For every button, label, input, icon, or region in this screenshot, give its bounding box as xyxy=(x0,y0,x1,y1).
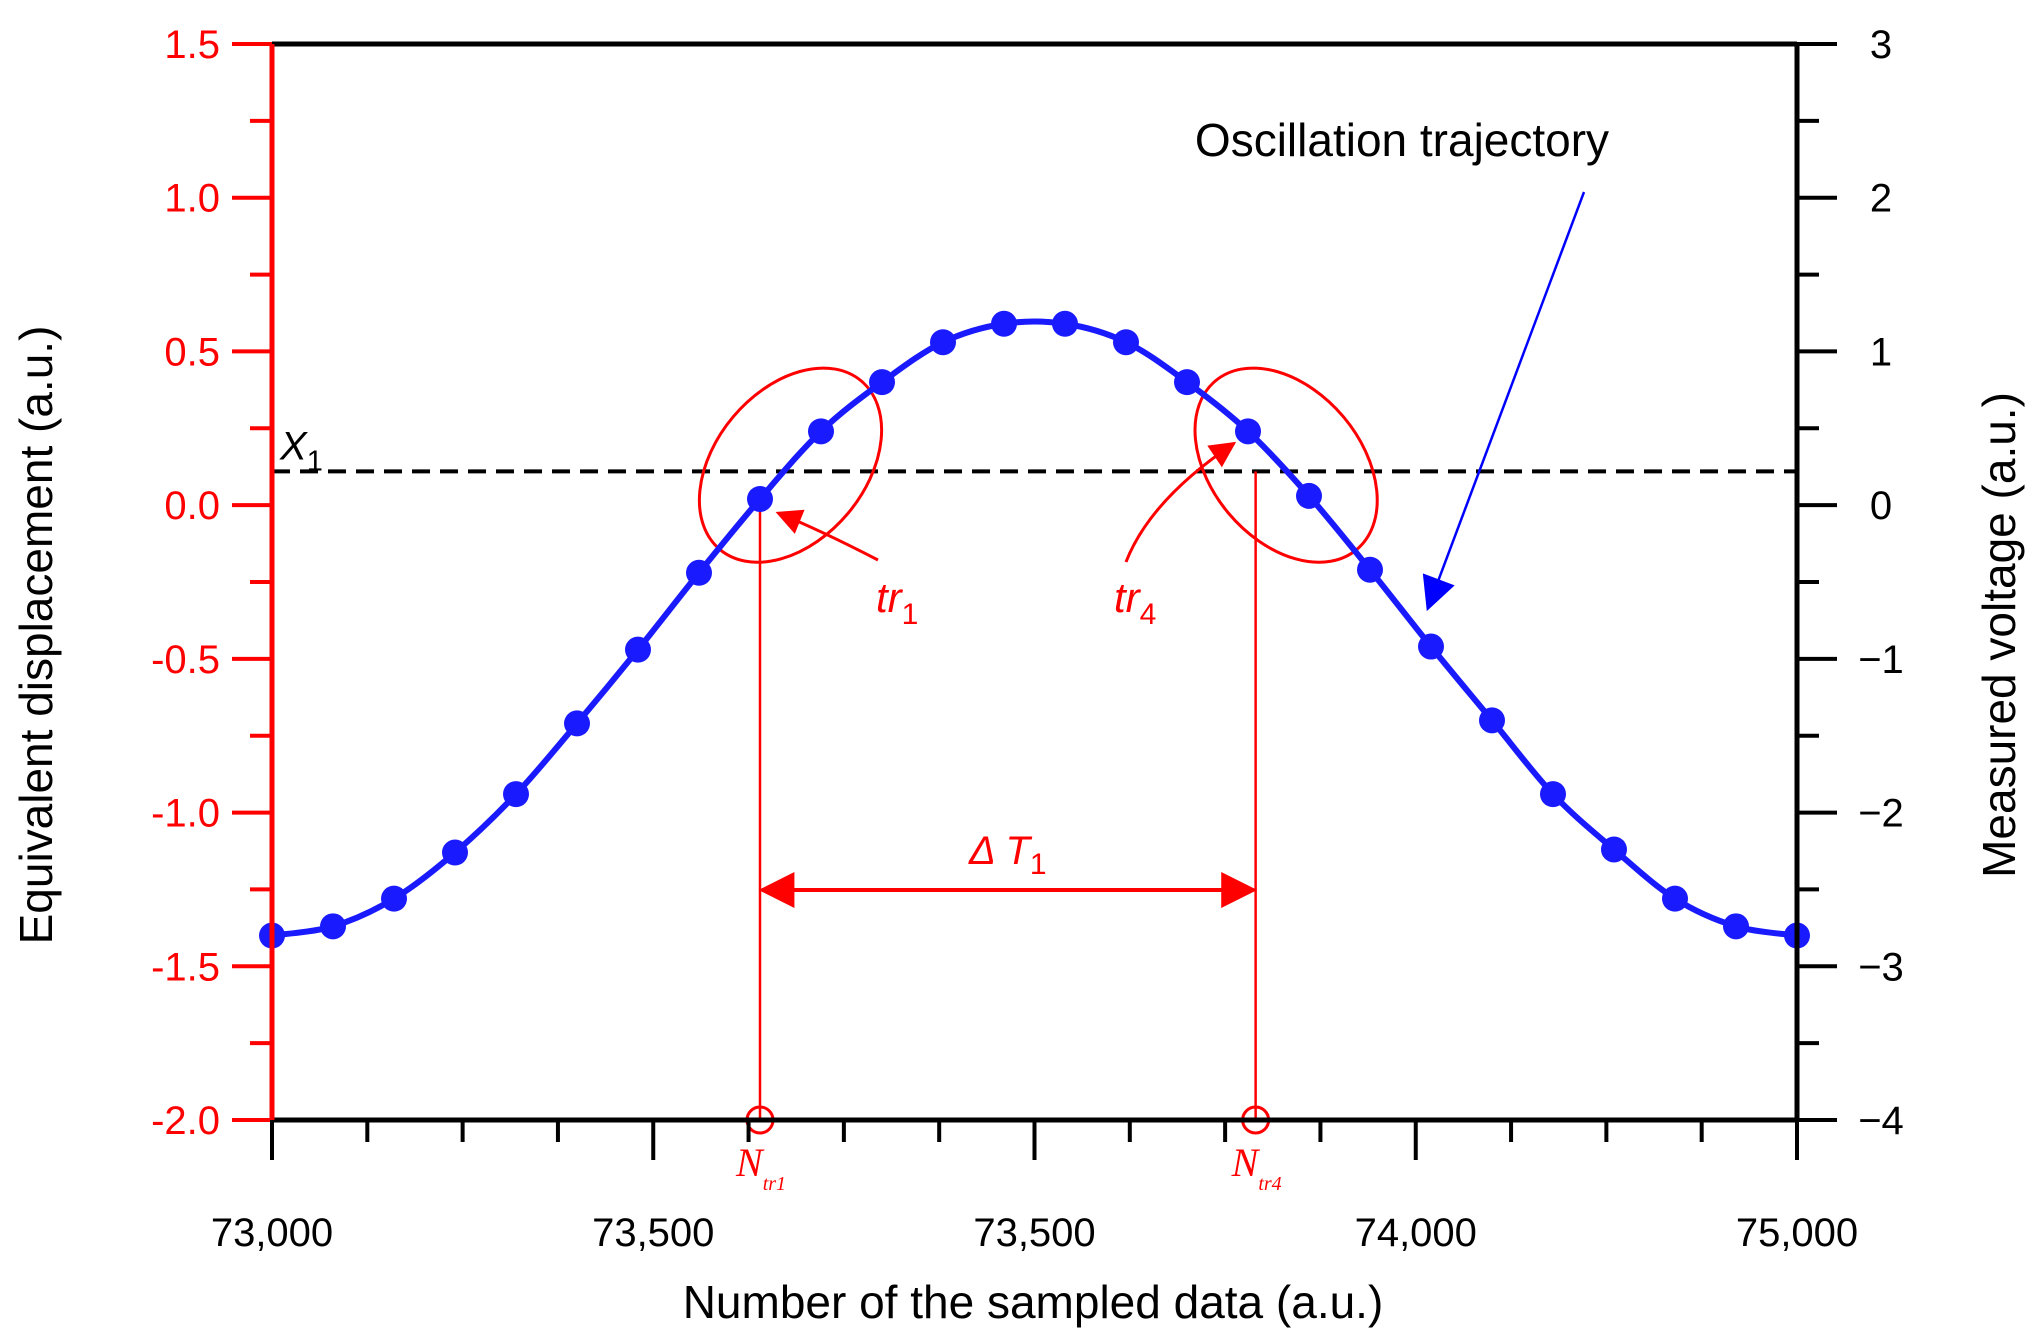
data-point xyxy=(1601,836,1627,863)
data-point xyxy=(1052,310,1078,337)
data-point xyxy=(1662,885,1688,912)
y-left-tick-label: 0.5 xyxy=(164,330,220,374)
x-axis-title: Number of the sampled data (a.u.) xyxy=(683,1276,1384,1328)
y-right-tick-label: 3 xyxy=(1870,23,1892,67)
data-point xyxy=(1418,633,1444,660)
trajectory-arrow xyxy=(1422,191,1586,612)
marker-label-1: Ntr1 xyxy=(735,1140,786,1195)
data-point xyxy=(1357,556,1383,583)
y-axis-left-title: Equivalent displacement (a.u.) xyxy=(10,326,62,945)
data-point xyxy=(625,636,651,663)
tr4-label: tr4 xyxy=(1114,574,1156,631)
data-point xyxy=(1723,913,1749,940)
x-tick-label: 74,000 xyxy=(1355,1211,1477,1255)
threshold-label: X1 xyxy=(279,424,323,477)
data-point xyxy=(1235,418,1261,445)
y-left-tick-label: -2.0 xyxy=(151,1099,220,1143)
y-right-tick-label: 0 xyxy=(1870,484,1892,528)
y-left-tick-label: -0.5 xyxy=(151,638,220,682)
data-point xyxy=(1540,781,1566,808)
data-point xyxy=(930,329,956,356)
y-right-tick-label: 1 xyxy=(1870,330,1892,374)
data-point xyxy=(320,913,346,940)
data-point xyxy=(1113,329,1139,356)
data-point xyxy=(869,369,895,396)
delta-label: Δ T1 xyxy=(968,829,1047,881)
y-left-tick-label: -1.5 xyxy=(151,945,220,989)
x-tick-label: 73,000 xyxy=(211,1211,333,1255)
data-point xyxy=(991,310,1017,337)
y-right-tick-label: 2 xyxy=(1870,177,1892,221)
tr1-label: tr1 xyxy=(876,574,918,631)
tr1-arrow xyxy=(775,509,879,562)
y-left-tick-label: 1.5 xyxy=(164,23,220,67)
data-point xyxy=(1296,482,1322,509)
y-right-tick-label: −4 xyxy=(1858,1099,1904,1143)
axis-layer: 1.5 1.0 0.5 0.0 -0.5 -1.0 -1.5 -2.0 3 2 1 0 −1 −2 −3 −4… xyxy=(151,23,1904,1255)
x-tick-label: 75,000 xyxy=(1736,1211,1858,1255)
x-tick-label: 73,500 xyxy=(592,1211,714,1255)
data-point xyxy=(808,418,834,445)
series-line xyxy=(271,318,1798,939)
y-left-tick-label: -1.0 xyxy=(151,792,220,836)
data-point xyxy=(442,839,468,866)
trajectory-label: Oscillation trajectory xyxy=(1195,114,1609,166)
ellipse-tr4 xyxy=(1193,366,1379,564)
tr4-arrow xyxy=(1124,441,1237,563)
marker-label-2: Ntr4 xyxy=(1231,1140,1282,1195)
y-left-tick-label: 1.0 xyxy=(164,177,220,221)
data-point xyxy=(503,781,529,808)
data-point xyxy=(1174,369,1200,396)
data-point xyxy=(686,559,712,586)
x-tick-label: 73,500 xyxy=(973,1211,1095,1255)
y-left-tick-label: 0.0 xyxy=(164,484,220,528)
data-point xyxy=(381,885,407,912)
annotation-layer: X1 Ntr1 Ntr4 Δ T1 tr1 tr4 Oscillation trajecto… xyxy=(272,114,1797,1195)
y-right-tick-label: −2 xyxy=(1858,792,1904,836)
data-point xyxy=(747,485,773,512)
data-point xyxy=(564,710,590,737)
data-point xyxy=(1479,707,1505,734)
y-right-tick-label: −1 xyxy=(1858,638,1904,682)
y-right-tick-label: −3 xyxy=(1858,945,1904,989)
y-axis-right-title: Measured voltage (a.u.) xyxy=(1973,392,2025,878)
